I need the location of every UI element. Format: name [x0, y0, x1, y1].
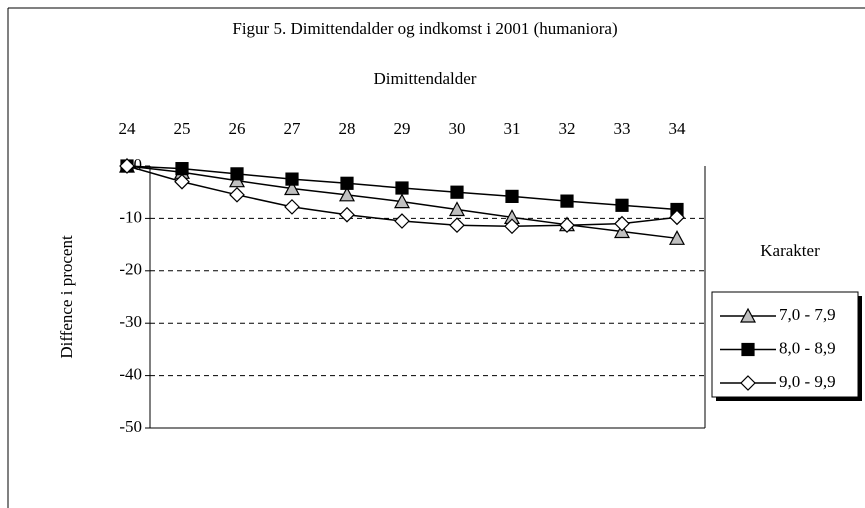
- data-point: [668, 230, 686, 245]
- legend-label: 9,0 - 9,9: [779, 372, 836, 391]
- y-tick-label: -10: [119, 207, 142, 226]
- data-point: [394, 213, 410, 229]
- x-tick-label: 34: [669, 119, 687, 138]
- y-tick-label: -50: [119, 417, 142, 436]
- data-point: [339, 206, 355, 223]
- data-point: [450, 185, 464, 199]
- data-point: [175, 162, 189, 176]
- data-point: [559, 217, 575, 234]
- y-tick-label: 0: [134, 155, 143, 174]
- x-tick-label: 28: [339, 119, 356, 138]
- x-tick-label: 24: [119, 119, 137, 138]
- data-point: [230, 167, 244, 181]
- data-point: [283, 180, 301, 196]
- x-tick-label: 25: [174, 119, 191, 138]
- data-point: [449, 217, 465, 234]
- data-point: [393, 193, 411, 209]
- legend: [711, 291, 862, 401]
- data-point: [174, 173, 190, 190]
- data-point: [505, 189, 519, 203]
- legend-box: [711, 291, 859, 398]
- legend-marker: [739, 307, 757, 323]
- data-point: [229, 186, 245, 203]
- data-point: [615, 198, 629, 212]
- data-point: [448, 201, 466, 217]
- legend-label: 8,0 - 8,9: [779, 338, 836, 357]
- data-point: [504, 218, 520, 235]
- data-point: [285, 172, 299, 186]
- x-tick-label: 26: [229, 119, 246, 138]
- x-tick-label: 31: [504, 119, 521, 138]
- data-point: [340, 176, 354, 190]
- x-tick-label: 33: [614, 119, 631, 138]
- chart-title: Figur 5. Dimittendalder og indkomst i 20…: [232, 19, 617, 38]
- data-point: [395, 181, 409, 195]
- legend-marker: [741, 342, 755, 357]
- y-tick-label: -20: [119, 260, 142, 279]
- x-tick-label: 29: [394, 119, 411, 138]
- y-tick-label: -40: [119, 365, 142, 384]
- x-axis-title: Dimittendalder: [374, 69, 477, 88]
- legend-title: Karakter: [760, 241, 820, 260]
- data-point: [614, 215, 630, 232]
- x-tick-label: 30: [449, 119, 466, 138]
- legend-marker: [740, 375, 756, 391]
- data-point: [119, 158, 135, 174]
- data-point: [669, 209, 685, 226]
- x-tick-label: 32: [559, 119, 576, 138]
- legend-label: 7,0 - 7,9: [779, 305, 836, 324]
- data-point: [560, 194, 574, 208]
- y-tick-label: -30: [119, 312, 142, 331]
- data-point: [338, 186, 356, 202]
- y-axis-title: Diffence i procent: [57, 235, 76, 359]
- data-point: [284, 199, 300, 215]
- x-tick-label: 27: [284, 119, 302, 138]
